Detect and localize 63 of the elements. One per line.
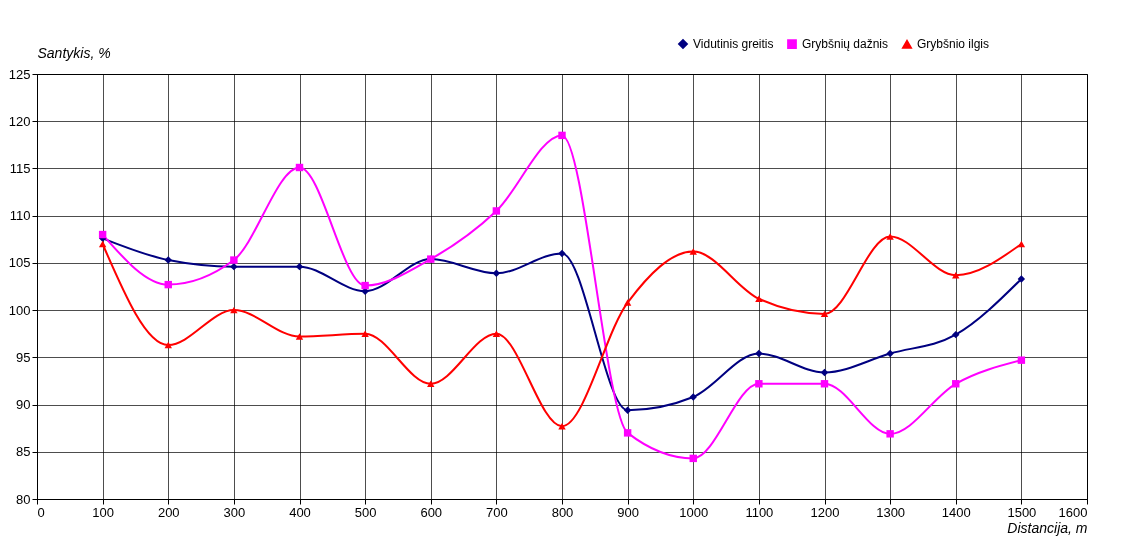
x-tick-label: 700 <box>486 504 508 520</box>
point <box>755 349 763 358</box>
legend-label: Vidutinis greitis <box>693 37 774 52</box>
x-tick-label: 1200 <box>810 504 840 520</box>
point <box>623 429 632 437</box>
point <box>492 207 501 215</box>
y-tick-label: 80 <box>16 491 31 507</box>
point <box>755 295 763 302</box>
x-tick-label: 100 <box>92 504 114 520</box>
point <box>755 380 763 388</box>
x-tick-label: 1000 <box>679 504 709 520</box>
point <box>295 262 304 271</box>
y-tick-label: 95 <box>16 349 31 365</box>
x-tick-label: 1500 <box>1007 504 1037 520</box>
x-tick-label: 500 <box>354 504 377 520</box>
point <box>361 281 369 290</box>
point <box>886 233 894 240</box>
point <box>361 330 369 337</box>
x-tick-label: 600 <box>420 504 443 520</box>
point <box>623 406 632 414</box>
x-axis-title: Distancija, m <box>1007 519 1088 536</box>
point <box>558 131 566 140</box>
x-tick-label: 1300 <box>876 504 906 520</box>
legend-label: Grybšnių dažnis <box>802 37 889 52</box>
point <box>492 269 501 277</box>
point <box>623 299 632 306</box>
x-tick-label: 400 <box>289 504 311 520</box>
x-tick-label: 900 <box>617 504 639 520</box>
x-tick-label: 1100 <box>745 504 774 520</box>
x-tick-label: 1400 <box>941 504 971 520</box>
point <box>295 333 304 340</box>
x-tick-label: 800 <box>551 504 574 520</box>
y-tick-label: 120 <box>8 113 31 129</box>
point <box>230 262 238 271</box>
point <box>820 310 829 318</box>
x-tick-label: 200 <box>157 504 180 520</box>
point <box>1017 356 1026 364</box>
y-axis-title: Santykis, % <box>37 44 111 61</box>
point <box>98 240 107 248</box>
point <box>689 248 697 255</box>
y-tick-label: 105 <box>8 255 31 271</box>
y-tick-label: 100 <box>8 302 31 318</box>
point <box>427 380 435 387</box>
point <box>1017 275 1026 283</box>
x-tick-label: 300 <box>223 504 246 520</box>
y-tick-label: 115 <box>9 160 31 176</box>
point <box>886 349 894 358</box>
y-tick-label: 85 <box>16 444 31 460</box>
point <box>164 256 172 264</box>
y-tick-label: 125 <box>8 66 31 82</box>
x-tick-label: 0 <box>37 504 45 520</box>
y-tick-label: 90 <box>16 397 31 413</box>
point <box>230 256 238 264</box>
point <box>952 330 960 339</box>
point <box>164 341 172 349</box>
y-tick-label: 110 <box>9 208 31 224</box>
point <box>820 368 829 377</box>
point <box>886 430 894 438</box>
point <box>1017 240 1026 248</box>
x-tick-label: 1600 <box>1058 504 1088 520</box>
legend-label: Grybšnio ilgis <box>917 37 990 52</box>
point <box>492 330 501 337</box>
point <box>558 249 566 258</box>
